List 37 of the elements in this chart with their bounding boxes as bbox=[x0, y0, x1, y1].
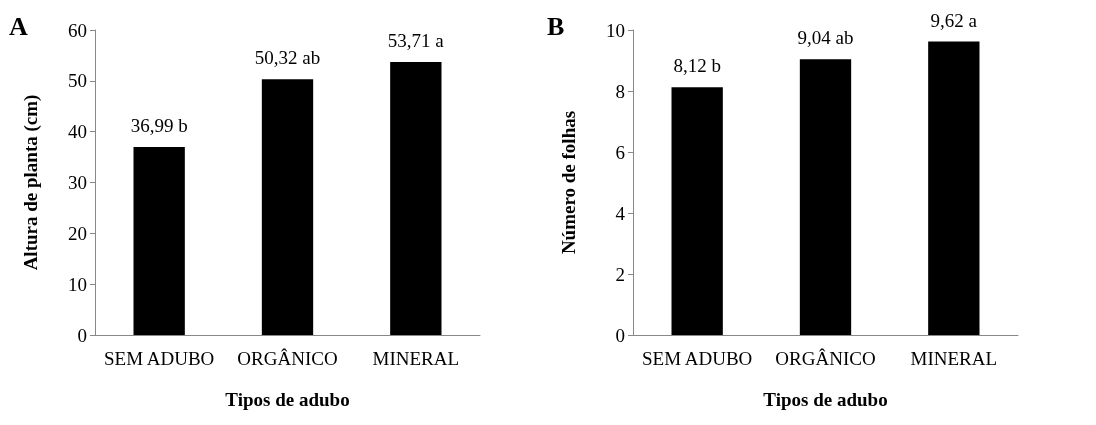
y-tick-label: 2 bbox=[615, 263, 625, 285]
y-tick-label: 6 bbox=[615, 141, 625, 163]
y-tick-label: 50 bbox=[68, 70, 87, 92]
bar bbox=[928, 41, 980, 335]
chart-title: B bbox=[547, 11, 565, 41]
y-tick-label: 0 bbox=[77, 324, 87, 346]
y-tick-label: 10 bbox=[68, 273, 87, 295]
y-axis-title: Número de folhas bbox=[558, 110, 579, 255]
y-tick-label: 10 bbox=[606, 19, 625, 41]
bar bbox=[133, 146, 185, 335]
y-tick-label: 30 bbox=[68, 172, 87, 193]
data-label: 50,32 ab bbox=[254, 47, 321, 69]
bar bbox=[390, 61, 442, 335]
x-tick-label: MINERAL bbox=[910, 348, 998, 369]
x-tick-label: ORGÂNICO bbox=[775, 348, 876, 369]
y-tick-label: 40 bbox=[68, 121, 87, 143]
bar bbox=[261, 79, 314, 335]
y-tick-label: 4 bbox=[615, 202, 626, 224]
y-tick-label: 0 bbox=[615, 324, 625, 346]
data-label: 8,12 b bbox=[673, 55, 721, 77]
chart-title: A bbox=[9, 11, 28, 41]
data-label: 53,71 a bbox=[387, 29, 445, 51]
x-tick-label: SEM ADUBO bbox=[104, 348, 215, 369]
data-label: 9,62 a bbox=[930, 9, 978, 31]
x-tick-label: SEM ADUBO bbox=[642, 348, 753, 369]
y-axis-title: Altura de planta (cm) bbox=[20, 94, 42, 271]
data-label: 36,99 b bbox=[130, 114, 188, 136]
x-axis-title: Tipos de adubo bbox=[763, 389, 888, 410]
y-tick-label: 8 bbox=[615, 80, 625, 102]
bar bbox=[671, 87, 723, 335]
y-tick-label: 60 bbox=[68, 19, 87, 41]
y-tick-label: 20 bbox=[68, 222, 87, 244]
x-axis-title: Tipos de adubo bbox=[225, 389, 350, 410]
x-tick-label: ORGÂNICO bbox=[237, 348, 338, 369]
bar bbox=[799, 59, 852, 335]
data-label: 9,04 ab bbox=[797, 27, 854, 49]
x-tick-label: MINERAL bbox=[372, 348, 460, 369]
